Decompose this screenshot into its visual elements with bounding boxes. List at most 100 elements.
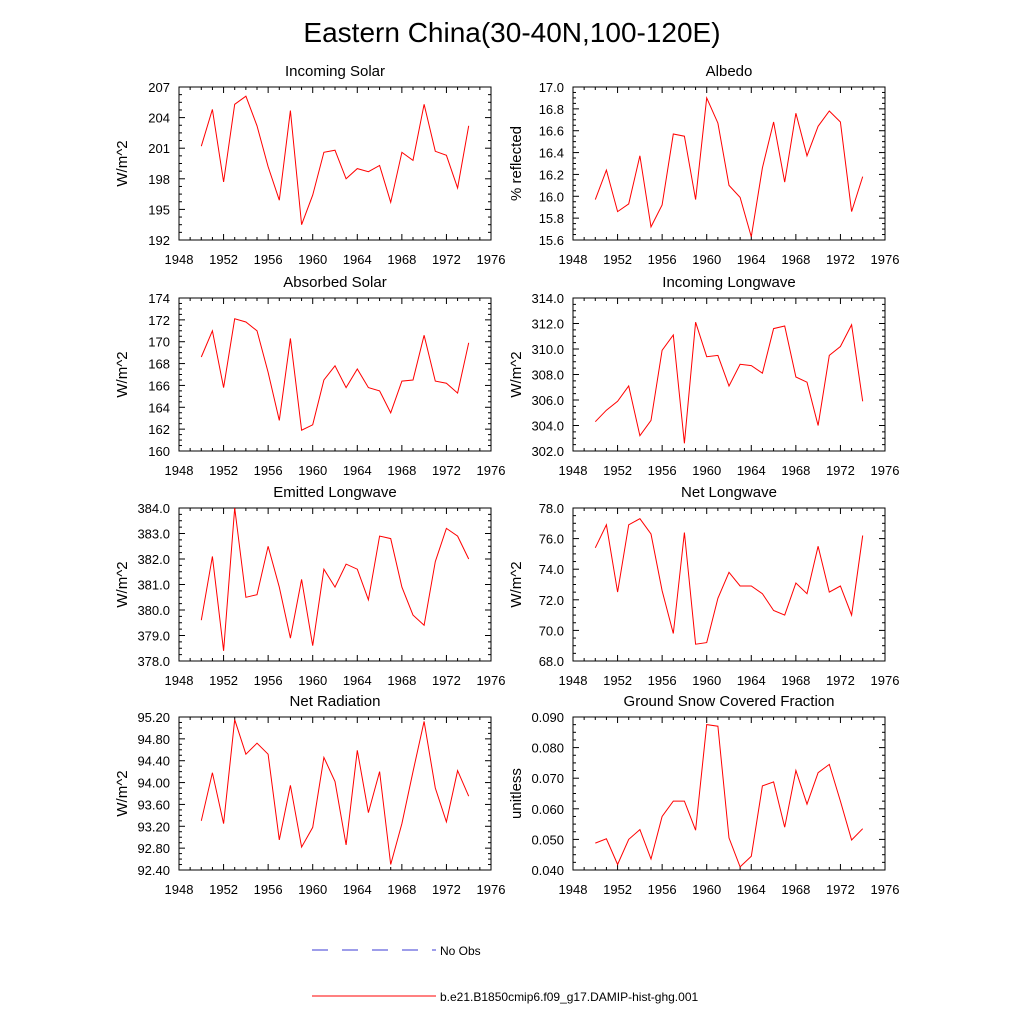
y-tick-label: 68.0: [539, 654, 564, 669]
legend-label: No Obs: [440, 944, 481, 958]
y-tick-label: 93.20: [137, 819, 170, 834]
x-tick-label: 1952: [209, 252, 238, 267]
x-tick-label: 1960: [692, 252, 721, 267]
x-tick-label: 1964: [737, 673, 766, 688]
x-tick-label: 1956: [254, 252, 283, 267]
panel-title: Net Longwave: [681, 484, 777, 501]
panel-6: Net Longwave W/m^2 1948 1952 1956 1960 1964 196…: [508, 484, 899, 688]
x-tick-label: 1956: [254, 463, 283, 478]
legend-label: b.e21.B1850cmip6.f09_g17.DAMIP-hist-ghg.…: [440, 990, 698, 1004]
y-axis-label: % reflected: [508, 126, 525, 201]
x-tick-label: 1972: [826, 673, 855, 688]
x-tick-label: 1952: [603, 882, 632, 897]
panel-4: Incoming Longwave W/m^2 1948 1952 1956 1960 19…: [508, 274, 899, 478]
x-tick-label: 1976: [477, 882, 506, 897]
plot-frame: [178, 716, 492, 871]
series-line: [594, 96, 864, 237]
x-tick-label: 1976: [477, 252, 506, 267]
x-tick-label: 1972: [432, 252, 461, 267]
y-tick-label: 78.0: [539, 501, 564, 516]
panel-5: Emitted Longwave W/m^2 1948 1952 1956 1960 196…: [114, 484, 505, 688]
x-tick-label: 1972: [826, 882, 855, 897]
x-tick-label: 1964: [737, 882, 766, 897]
series-line: [200, 507, 470, 651]
y-tick-label: 0.080: [531, 741, 564, 756]
y-tick-label: 381.0: [137, 578, 170, 593]
y-tick-label: 16.6: [539, 124, 564, 139]
x-tick-label: 1976: [871, 673, 900, 688]
x-tick-label: 1960: [298, 252, 327, 267]
x-tick-label: 1976: [477, 673, 506, 688]
x-tick-label: 1952: [603, 673, 632, 688]
x-tick-label: 1960: [298, 463, 327, 478]
plot-frame: [572, 297, 886, 452]
x-tick-label: 1956: [648, 882, 677, 897]
y-tick-label: 0.090: [531, 710, 564, 725]
x-tick-label: 1968: [781, 252, 810, 267]
y-tick-label: 195: [148, 202, 170, 217]
y-tick-label: 15.6: [539, 233, 564, 248]
y-axis-label: W/m^2: [508, 561, 525, 607]
panel-title: Absorbed Solar: [283, 274, 386, 291]
y-tick-label: 92.80: [137, 841, 170, 856]
y-tick-label: 72.0: [539, 593, 564, 608]
x-tick-label: 1956: [648, 252, 677, 267]
y-tick-label: 0.060: [531, 802, 564, 817]
y-tick-label: 76.0: [539, 532, 564, 547]
y-tick-label: 160: [148, 444, 170, 459]
y-tick-label: 382.0: [137, 552, 170, 567]
y-axis-label: W/m^2: [114, 140, 131, 186]
series-line: [595, 724, 864, 868]
x-tick-label: 1952: [603, 252, 632, 267]
x-tick-label: 1972: [432, 882, 461, 897]
y-axis-label: W/m^2: [114, 770, 131, 816]
panel-title: Ground Snow Covered Fraction: [624, 693, 835, 710]
x-tick-label: 1948: [165, 882, 194, 897]
panel-8: Ground Snow Covered Fraction unitless 1948…: [508, 693, 899, 897]
panel-1: Incoming Solar W/m^2 1948 1952 1956 1960 1964 1…: [114, 63, 505, 267]
x-tick-label: 1952: [209, 463, 238, 478]
y-tick-label: 312.0: [531, 317, 564, 332]
x-tick-label: 1960: [692, 463, 721, 478]
x-tick-label: 1952: [603, 463, 632, 478]
x-tick-label: 1952: [209, 882, 238, 897]
series-line: [594, 322, 864, 444]
panel-7: Net Radiation W/m^2 1948 1952 1956 1960 1964 19…: [114, 693, 505, 897]
x-tick-label: 1948: [559, 463, 588, 478]
x-tick-label: 1964: [343, 252, 372, 267]
x-tick-label: 1952: [209, 673, 238, 688]
y-tick-label: 168: [148, 357, 170, 372]
x-tick-label: 1956: [254, 882, 283, 897]
y-tick-label: 304.0: [531, 419, 564, 434]
plot-frame: [572, 507, 886, 662]
y-tick-label: 94.80: [137, 732, 170, 747]
y-axis-label: W/m^2: [114, 351, 131, 397]
x-tick-label: 1976: [477, 463, 506, 478]
series-line: [200, 95, 470, 225]
y-axis-label: W/m^2: [114, 561, 131, 607]
x-tick-label: 1976: [871, 882, 900, 897]
y-tick-label: 0.050: [531, 832, 564, 847]
y-tick-label: 310.0: [531, 342, 564, 357]
x-tick-label: 1948: [165, 463, 194, 478]
panel-title: Emitted Longwave: [273, 484, 396, 501]
panel-title: Incoming Longwave: [662, 274, 795, 291]
y-tick-label: 16.2: [539, 167, 564, 182]
y-tick-label: 16.8: [539, 102, 564, 117]
x-tick-label: 1968: [387, 463, 416, 478]
y-tick-label: 70.0: [539, 623, 564, 638]
series-line: [594, 518, 864, 645]
x-tick-label: 1948: [559, 882, 588, 897]
x-tick-label: 1964: [737, 463, 766, 478]
x-tick-label: 1972: [826, 463, 855, 478]
x-tick-label: 1956: [254, 673, 283, 688]
y-tick-label: 166: [148, 378, 170, 393]
y-tick-label: 308.0: [531, 368, 564, 383]
x-tick-label: 1960: [692, 673, 721, 688]
panel-title: Albedo: [706, 63, 753, 80]
x-tick-label: 1968: [781, 463, 810, 478]
series-line: [200, 318, 470, 431]
plot-frame: [572, 86, 886, 241]
y-tick-label: 94.00: [137, 776, 170, 791]
x-tick-label: 1964: [343, 673, 372, 688]
